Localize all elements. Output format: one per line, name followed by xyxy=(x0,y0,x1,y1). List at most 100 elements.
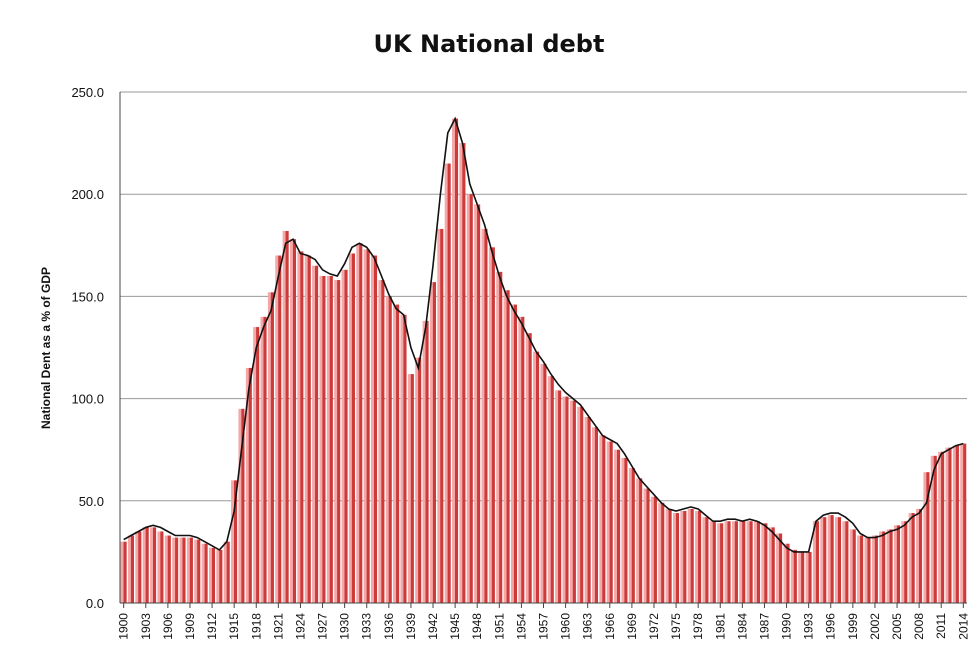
bar-dark xyxy=(764,523,768,603)
bar-light xyxy=(319,275,323,603)
bar xyxy=(562,396,569,603)
bar-light xyxy=(157,531,161,603)
bar-dark xyxy=(830,515,834,603)
bar-dark xyxy=(852,529,856,603)
bar-light xyxy=(672,513,677,603)
bar-dark xyxy=(204,543,208,603)
bar-light xyxy=(481,228,485,603)
bar xyxy=(680,511,687,603)
bar xyxy=(260,316,267,603)
bar xyxy=(348,253,355,603)
bar-dark xyxy=(543,363,547,603)
bar-dark xyxy=(351,253,355,603)
bar-dark xyxy=(337,280,341,603)
bar-dark xyxy=(447,163,451,604)
bar-dark xyxy=(742,521,746,603)
bar-dark xyxy=(727,521,731,603)
bar-dark xyxy=(248,367,252,603)
x-tick-label: 1954 xyxy=(514,613,528,640)
bar xyxy=(901,521,908,603)
bar-dark xyxy=(948,447,952,603)
bar-light xyxy=(547,376,552,603)
x-tick-label: 2008 xyxy=(912,613,926,640)
bar-light xyxy=(429,282,434,603)
x-tick-label: 1960 xyxy=(559,613,573,640)
bar-light xyxy=(238,408,242,603)
bar xyxy=(761,523,768,603)
x-tick-label: 1927 xyxy=(316,613,330,640)
bar-light xyxy=(879,531,883,603)
bar-light xyxy=(805,551,809,603)
x-tick-label: 1900 xyxy=(117,613,131,640)
bar xyxy=(864,537,871,603)
bar xyxy=(186,537,193,603)
x-tick-label: 1906 xyxy=(161,613,175,640)
bar-dark xyxy=(138,531,142,603)
bar-dark xyxy=(189,537,193,603)
bar xyxy=(952,445,959,603)
bar-light xyxy=(510,304,515,603)
bar xyxy=(754,521,761,603)
bar-dark xyxy=(454,118,459,604)
bar-dark xyxy=(882,531,886,603)
bar-dark xyxy=(381,280,385,603)
y-tick-label: 50.0 xyxy=(79,494,104,509)
x-tick-label: 1909 xyxy=(183,613,197,640)
bar-light xyxy=(127,535,132,603)
bar-dark xyxy=(911,513,915,603)
bar-dark xyxy=(499,271,503,603)
bar-dark xyxy=(477,204,481,604)
bar xyxy=(157,531,164,603)
bar-dark xyxy=(175,537,179,603)
bar-dark xyxy=(506,290,510,603)
bar-dark xyxy=(528,333,532,603)
bar-light xyxy=(142,527,147,603)
bar xyxy=(297,251,304,603)
bar-dark xyxy=(889,529,893,603)
bar xyxy=(326,275,333,603)
bar-dark xyxy=(182,537,186,603)
bar xyxy=(429,282,436,603)
bar-dark xyxy=(683,511,687,603)
bar-dark xyxy=(602,435,606,603)
bar-dark xyxy=(373,255,378,603)
bar xyxy=(739,521,746,603)
bar xyxy=(341,269,348,603)
bar-light xyxy=(709,521,714,603)
bar-dark xyxy=(801,551,805,603)
bar-light xyxy=(636,478,640,603)
bar-light xyxy=(150,527,154,603)
y-tick-label: 150.0 xyxy=(71,289,104,304)
bar xyxy=(510,304,517,603)
bar xyxy=(474,204,481,604)
bar xyxy=(842,521,849,603)
bar-dark xyxy=(270,292,274,603)
x-tick-label: 1948 xyxy=(470,613,484,640)
bar-dark xyxy=(241,408,245,603)
bar-light xyxy=(938,451,942,603)
bar-light xyxy=(680,511,684,603)
bar-light xyxy=(864,537,868,603)
bar-dark xyxy=(624,457,628,603)
bar-light xyxy=(525,333,530,603)
bar xyxy=(945,447,952,603)
bar-dark xyxy=(609,441,613,603)
bar xyxy=(142,527,149,603)
bar-light xyxy=(665,508,669,603)
bar-dark xyxy=(160,531,164,603)
bar-light xyxy=(282,230,286,603)
bar-light xyxy=(216,549,220,603)
bar-light xyxy=(466,194,471,603)
bar xyxy=(599,435,606,603)
x-tick-label: 1933 xyxy=(360,613,374,640)
bar-dark xyxy=(558,390,562,603)
bar-light xyxy=(201,543,205,603)
bar xyxy=(135,531,142,603)
bar-dark xyxy=(300,251,304,603)
bar-light xyxy=(857,535,861,603)
bar-light xyxy=(231,480,235,603)
bar-light xyxy=(783,543,787,603)
x-tick-label: 1984 xyxy=(735,613,749,640)
bar-light xyxy=(488,247,493,603)
